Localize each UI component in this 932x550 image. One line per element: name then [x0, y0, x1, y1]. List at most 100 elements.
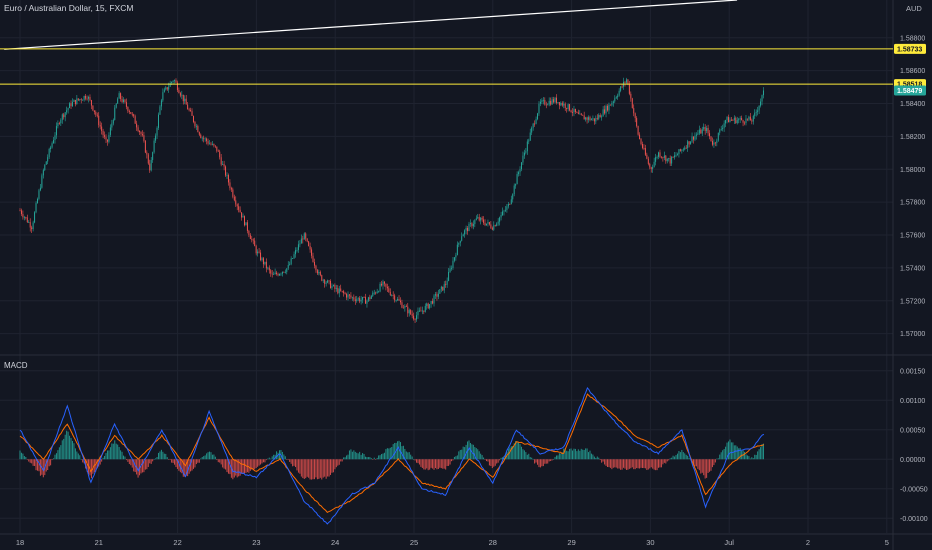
macd-histogram-bar	[155, 458, 157, 460]
macd-histogram-bar	[720, 452, 722, 460]
candle-body	[255, 246, 257, 254]
macd-histogram-bar	[528, 453, 530, 460]
macd-histogram-bar	[569, 448, 571, 460]
macd-histogram-bar	[117, 444, 119, 460]
macd-histogram-bar	[201, 456, 203, 460]
macd-histogram-bar	[580, 448, 582, 460]
candle-body	[227, 175, 229, 183]
candle-body	[695, 134, 697, 136]
macd-histogram-bar	[362, 453, 364, 460]
candle-body	[79, 99, 81, 100]
macd-histogram-bar	[19, 450, 21, 460]
macd-histogram-bar	[267, 458, 269, 460]
macd-histogram-bar	[244, 459, 246, 474]
macd-histogram-bar	[388, 448, 390, 460]
macd-histogram-bar	[567, 451, 569, 460]
candle-body	[166, 87, 168, 90]
candle-body	[150, 159, 152, 171]
candle-body	[147, 154, 149, 164]
candle-body	[685, 147, 687, 149]
macd-histogram-bar	[497, 459, 499, 463]
candle-body	[440, 286, 442, 290]
hline-price-tag-bg	[894, 43, 926, 54]
macd-histogram-bar	[313, 459, 315, 480]
macd-histogram-bar	[394, 442, 396, 460]
candle-body	[80, 99, 82, 101]
candle-body	[484, 222, 486, 226]
price-tick-label: 1.58800	[900, 35, 925, 42]
macd-line	[19, 386, 765, 525]
macd-histogram-bar	[590, 453, 592, 460]
macd-histogram-bar	[54, 454, 56, 460]
macd-histogram-bar	[628, 459, 630, 469]
candle-body	[453, 257, 455, 261]
candle-body	[577, 112, 579, 114]
macd-histogram-bar	[574, 448, 576, 460]
candle-body	[53, 140, 55, 144]
macd-histogram-bar	[606, 459, 608, 467]
macd-histogram-bar	[585, 448, 587, 460]
macd-histogram-bar	[676, 453, 678, 460]
macd-histogram-bar	[318, 459, 320, 479]
candle-body	[589, 117, 591, 121]
macd-histogram-bar	[233, 459, 235, 478]
macd-histogram-bar	[703, 459, 705, 476]
candle-body	[206, 138, 208, 142]
candle-body	[47, 157, 49, 162]
macd-histogram-bar	[175, 459, 177, 468]
candle-body	[697, 133, 699, 135]
candle-body	[413, 315, 415, 320]
candle-body	[274, 272, 276, 275]
candle-body	[210, 143, 212, 145]
candle-body	[96, 114, 98, 116]
candle-body	[67, 108, 69, 111]
macd-histogram-bar	[347, 454, 349, 460]
candle-body	[717, 132, 719, 141]
drawings[interactable]	[0, 0, 893, 85]
candle-body	[111, 123, 113, 128]
symbol-title[interactable]: Euro / Australian Dollar, 15, FXCM	[4, 3, 134, 13]
candle-body	[261, 258, 263, 261]
candle-body	[90, 100, 92, 106]
candle-body	[217, 150, 219, 152]
candle-body	[362, 297, 364, 300]
candle-body	[405, 306, 407, 307]
candle-body	[499, 217, 501, 222]
macd-indicator-label[interactable]: MACD	[4, 361, 28, 370]
macd-histogram-bar	[644, 459, 646, 469]
candle-body	[490, 224, 492, 228]
macd-histogram-bar	[209, 451, 211, 460]
candle-body	[503, 210, 505, 212]
candle-body	[474, 220, 476, 224]
macd-histogram-bar	[519, 444, 521, 460]
macd-histogram-bar	[203, 456, 205, 460]
macd-histogram-bar	[137, 459, 139, 478]
time-tick-label: 29	[567, 538, 575, 547]
candle-body	[704, 127, 706, 131]
macd-histogram-bar	[337, 459, 339, 466]
candle-body	[656, 156, 658, 158]
candle-body	[364, 297, 366, 304]
candle-body	[223, 164, 225, 167]
candle-body	[433, 295, 435, 304]
candle-body	[262, 258, 264, 265]
candle-body	[720, 129, 722, 130]
last-price-tag-bg	[894, 85, 926, 96]
candle-body	[394, 295, 396, 301]
candle-body	[528, 140, 530, 142]
candle-body	[580, 113, 582, 115]
macd-histogram-bar	[757, 451, 759, 460]
candle-body	[624, 81, 626, 83]
macd-histogram-bar	[542, 459, 544, 467]
macd-histogram-bar	[249, 459, 251, 471]
macd-histogram-bar	[369, 457, 371, 460]
candle-body	[666, 158, 668, 162]
macd-histogram-bar	[490, 459, 492, 467]
candle-body	[273, 274, 275, 275]
candle-body	[121, 98, 123, 103]
macd-histogram-bar	[704, 459, 706, 479]
macd-histogram-bar	[487, 459, 489, 462]
macd-histogram-bar	[112, 443, 114, 460]
candle-body	[402, 307, 404, 309]
